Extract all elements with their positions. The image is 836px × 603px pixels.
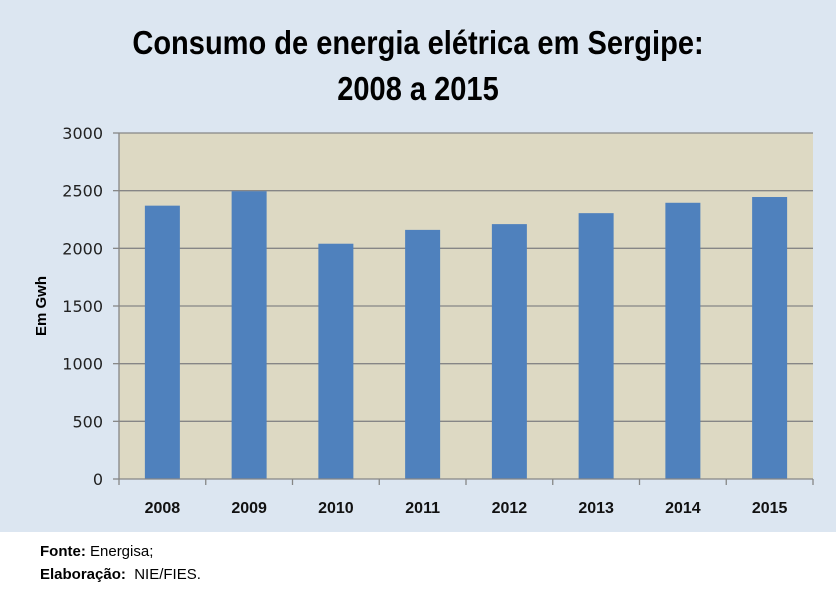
source-label: Fonte: bbox=[40, 543, 86, 560]
credit-line: Elaboração: NIE/FIES. bbox=[40, 563, 201, 586]
bar-2008 bbox=[144, 205, 180, 479]
y-tick-label: 2000 bbox=[62, 239, 103, 258]
credit-value: NIE/FIES. bbox=[134, 566, 201, 583]
bars bbox=[144, 191, 788, 479]
bar-2010 bbox=[318, 243, 354, 479]
bar-2012 bbox=[491, 224, 527, 479]
x-tick-label: 2015 bbox=[752, 500, 788, 517]
chart-area: Consumo de energia elétrica em Sergipe: … bbox=[0, 0, 836, 532]
source-line: Fonte: Energisa; bbox=[40, 540, 201, 563]
chart-title-line2: 2008 a 2015 bbox=[337, 70, 499, 107]
y-tick-label: 1000 bbox=[62, 355, 103, 374]
footer: Fonte: Energisa; Elaboração: NIE/FIES. bbox=[40, 540, 201, 586]
y-tick-label: 1500 bbox=[62, 297, 103, 316]
y-tick-labels: 0 500 1000 1500 2000 2500 3000 bbox=[62, 124, 103, 489]
bar-2015 bbox=[752, 197, 788, 479]
x-tick-label: 2011 bbox=[405, 500, 440, 517]
chart-title-line1: Consumo de energia elétrica em Sergipe: bbox=[132, 24, 704, 61]
x-tick-labels: 2008 2009 2010 2011 2012 2013 2014 2015 bbox=[145, 500, 788, 517]
bar-2009 bbox=[231, 191, 267, 479]
source-value: Energisa; bbox=[90, 543, 154, 560]
x-tick-label: 2012 bbox=[492, 500, 528, 517]
y-tick-label: 3000 bbox=[62, 124, 103, 143]
y-tick-label: 500 bbox=[72, 412, 103, 431]
bar-2014 bbox=[665, 202, 701, 479]
x-tick-label: 2014 bbox=[665, 500, 701, 517]
x-tick-label: 2010 bbox=[318, 500, 354, 517]
x-tick-label: 2008 bbox=[145, 500, 181, 517]
x-tick-label: 2009 bbox=[231, 500, 267, 517]
y-axis-title: Em Gwh bbox=[33, 276, 50, 336]
bar-2011 bbox=[405, 229, 441, 479]
y-tick-label: 2500 bbox=[62, 182, 103, 201]
bar-chart: 0 500 1000 1500 2000 2500 3000 2008 2009 2010 201… bbox=[33, 124, 814, 517]
bar-2013 bbox=[578, 213, 614, 479]
x-tick-label: 2013 bbox=[578, 500, 614, 517]
credit-label: Elaboração: bbox=[40, 566, 126, 583]
axes bbox=[118, 133, 814, 485]
y-tick-label: 0 bbox=[93, 470, 103, 489]
chart-title: Consumo de energia elétrica em Sergipe: … bbox=[50, 20, 786, 112]
